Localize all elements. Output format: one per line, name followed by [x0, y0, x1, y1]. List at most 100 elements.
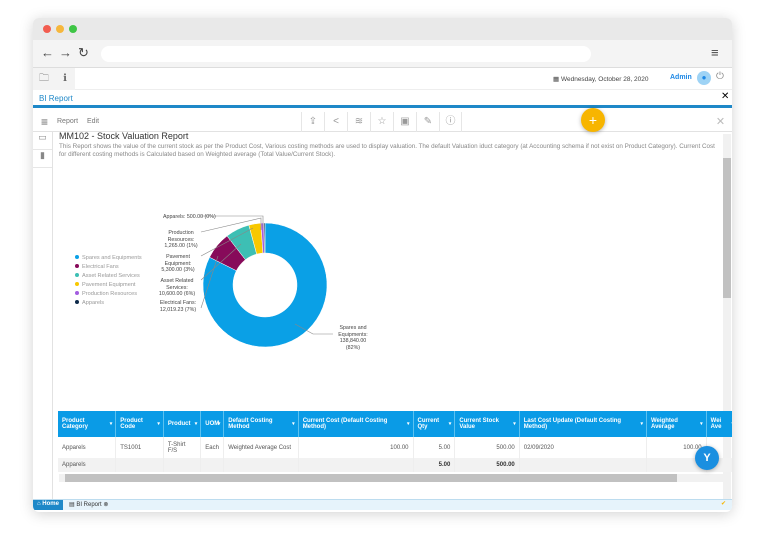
table-cell: 100.00: [298, 437, 414, 458]
bookmark-icon[interactable]: ▮: [33, 150, 52, 168]
minimize-dot[interactable]: [56, 25, 64, 33]
info-icon[interactable]: ℹ: [55, 68, 75, 90]
total-value: 500.00: [454, 458, 520, 472]
total-qty: 5.00: [413, 458, 456, 472]
forward-icon[interactable]: →: [59, 45, 72, 60]
table-cell: 02/09/2020: [519, 437, 647, 458]
brush-icon[interactable]: ✎: [416, 112, 439, 132]
title-bar: [33, 18, 732, 40]
report-title: MM102 - Stock Valuation Report: [59, 131, 189, 141]
app-header: 🗀 ℹ ▦ Wednesday, October 28, 2020 Admin …: [33, 68, 732, 90]
legend-swatch: [75, 255, 79, 259]
add-button[interactable]: +: [581, 108, 605, 132]
legend-item[interactable]: Asset Related Services: [75, 272, 142, 281]
column-header[interactable]: Current Qty: [413, 411, 456, 437]
table-cell: Weighted Average Cost: [223, 437, 299, 458]
tab-bar: BI Report ✕: [33, 90, 732, 108]
label-spares-and-equipments: Spares and Equipments: 138,840.00 (82%): [338, 325, 368, 351]
bi-report-task[interactable]: ▤ BI Report ⊗: [69, 502, 109, 508]
column-header[interactable]: Current Cost (Default Costing Method): [298, 411, 414, 437]
close-tab-icon[interactable]: ✕: [721, 91, 730, 102]
back-icon[interactable]: ←: [41, 45, 54, 60]
chart-legend: Spares and Equipments Electrical Fans Asse…: [75, 254, 142, 308]
export-icon[interactable]: ⇪: [301, 112, 324, 132]
table-cell: 500.00: [454, 437, 520, 458]
table-cell: T-Shirt F/S: [163, 437, 202, 458]
power-icon[interactable]: ⏻: [716, 71, 724, 82]
slice-apparels[interactable]: [263, 222, 266, 254]
browser-nav: ← → ↻ ≡: [33, 40, 732, 68]
column-header[interactable]: Product Category: [58, 411, 117, 437]
column-header[interactable]: Last Cost Update (Default Costing Method…: [519, 411, 647, 437]
header-date: Wednesday, October 28, 2020: [560, 76, 649, 83]
legend-item[interactable]: Pavement Equipment: [75, 281, 142, 290]
column-header[interactable]: Current Stock Value: [454, 411, 520, 437]
legend-item[interactable]: Production Resources: [75, 290, 142, 299]
table-cell: Each: [200, 437, 225, 458]
check-icon: ✔: [721, 501, 727, 507]
edit-menu[interactable]: Edit: [87, 118, 100, 125]
label-apparels: Apparels: 500.00 (0%): [163, 214, 216, 220]
save-icon[interactable]: ▣: [393, 112, 416, 132]
label-asset-related-services: Asset Related Services: 10,600.00 (6%): [158, 278, 196, 297]
legend-label: Electrical Fans: [82, 264, 119, 270]
label-pavement-equipment: Pavement Equipment: 5,300.00 (3%): [161, 254, 195, 273]
legend-label: Apparels: [82, 300, 105, 306]
taskbar: ⌂ Home ▤ BI Report ⊗ ✔: [33, 499, 732, 510]
report-description: This Report shows the value of the curre…: [59, 143, 715, 158]
leader-line: [200, 227, 254, 257]
home-label: Home: [42, 501, 59, 507]
report-content: MM102 - Stock Valuation Report This Repo…: [59, 131, 719, 159]
horizontal-scrollbar[interactable]: [59, 474, 723, 482]
table-row[interactable]: Apparels TS1001 T-Shirt F/S Each Weighted Av…: [58, 437, 732, 458]
menu-icon[interactable]: ≡: [711, 45, 719, 60]
table-cell: Apparels: [58, 437, 117, 458]
folder-open-icon[interactable]: ▭: [33, 132, 52, 150]
url-bar[interactable]: [101, 46, 591, 62]
legend-item[interactable]: Spares and Equipments: [75, 254, 142, 263]
left-sidebar: ▭ ▮: [33, 132, 53, 502]
legend-label: Pavement Equipment: [82, 282, 136, 288]
rss-icon[interactable]: ≋: [347, 112, 370, 132]
legend-swatch: [75, 273, 79, 277]
slice-spares-and-equipments[interactable]: [202, 222, 328, 348]
leader-line: [200, 255, 219, 309]
column-header[interactable]: Wei Ave: [706, 411, 732, 437]
close-dot[interactable]: [43, 25, 51, 33]
legend-label: Production Resources: [82, 291, 138, 297]
reload-icon[interactable]: ↻: [78, 45, 89, 60]
leader-line: [200, 243, 242, 281]
total-row: Apparels 5.00 500.00: [58, 458, 732, 472]
maximize-dot[interactable]: [69, 25, 77, 33]
leader-line: [200, 217, 262, 233]
legend-item[interactable]: Electrical Fans: [75, 263, 142, 272]
donut-chart: [200, 215, 333, 348]
report-menu[interactable]: Report: [57, 118, 79, 125]
label-electrical-fans: Electrical Fans: 12,019.23 (7%): [159, 300, 197, 313]
column-header[interactable]: Default Costing Method: [223, 411, 299, 437]
user-name[interactable]: Admin: [670, 74, 692, 81]
home-tab[interactable]: ⌂ Home: [33, 500, 63, 510]
column-header[interactable]: Product Code: [115, 411, 164, 437]
task-label: BI Report: [76, 502, 102, 508]
folder-icon[interactable]: 🗀: [33, 68, 55, 90]
user-avatar-icon[interactable]: ●: [697, 71, 711, 85]
share-icon[interactable]: <: [324, 112, 347, 132]
label-production-resources: Production Resources: 1,265.00 (1%): [164, 230, 198, 249]
info-circle-icon[interactable]: ⓘ: [439, 112, 462, 132]
tab-bi-report[interactable]: BI Report: [39, 94, 73, 103]
hamburger-icon[interactable]: ≡: [40, 115, 48, 129]
column-header[interactable]: Product: [163, 411, 202, 437]
stock-table: Product CategoryProduct CodeProductUOMDe…: [58, 411, 732, 472]
vertical-scrollbar[interactable]: [723, 134, 731, 499]
legend-item[interactable]: Apparels: [75, 299, 142, 308]
legend-swatch: [75, 282, 79, 286]
legend-label: Spares and Equipments: [82, 255, 142, 261]
close-report-icon[interactable]: ✕: [715, 116, 726, 128]
leader-line: [294, 323, 333, 335]
chat-bot-button[interactable]: Y: [695, 446, 719, 470]
star-icon[interactable]: ☆: [370, 112, 393, 132]
column-header[interactable]: UOM: [200, 411, 225, 437]
legend-label: Asset Related Services: [82, 273, 140, 279]
column-header[interactable]: Weighted Average: [646, 411, 707, 437]
